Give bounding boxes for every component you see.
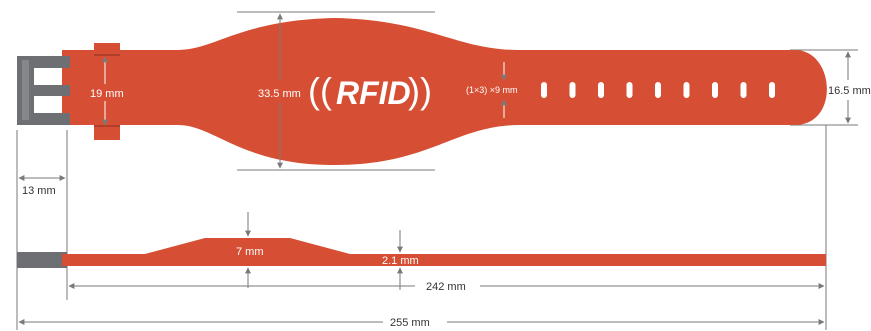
total-length-label: 255 mm [390, 317, 430, 329]
side-view [17, 238, 826, 268]
strap-thickness-label: 2.1 mm [382, 255, 419, 267]
strap-hole [712, 82, 718, 98]
strap-hole [655, 82, 661, 98]
hole-spec-label: (1×3) ×9 mm [466, 85, 518, 95]
side-strap [62, 238, 826, 266]
strap-hole [569, 82, 576, 98]
head-width-label: 33.5 mm [258, 88, 301, 100]
strap-hole [598, 82, 604, 98]
keeper-width-label: 19 mm [90, 88, 124, 100]
rfid-left-waves: (( [308, 70, 332, 111]
rfid-logo: (( RFID )) [308, 70, 432, 111]
rfid-logo-text: RFID [336, 75, 411, 111]
strap-hole [740, 82, 747, 98]
strap-hole [626, 82, 633, 98]
strap-holes [541, 82, 775, 98]
wristband-strap [62, 18, 827, 165]
rfid-right-waves: )) [408, 70, 432, 111]
buckle-width-label: 13 mm [22, 185, 56, 197]
strap-hole [769, 82, 775, 98]
strap-width-label: 16.5 mm [828, 85, 871, 97]
strap-hole [683, 82, 690, 98]
head-thickness-label: 7 mm [236, 246, 264, 258]
side-buckle [17, 252, 67, 268]
strap-length-label: 242 mm [426, 281, 466, 293]
buckle [17, 56, 70, 125]
strap-hole [541, 82, 547, 98]
